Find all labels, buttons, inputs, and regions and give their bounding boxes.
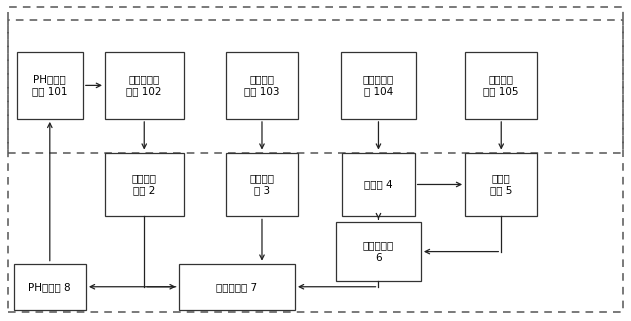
Text: 流速控制
模块 105: 流速控制 模块 105 — [483, 74, 519, 97]
FancyBboxPatch shape — [336, 222, 421, 281]
FancyBboxPatch shape — [14, 264, 86, 310]
FancyBboxPatch shape — [341, 52, 416, 119]
FancyBboxPatch shape — [105, 52, 184, 119]
FancyBboxPatch shape — [226, 52, 298, 119]
FancyBboxPatch shape — [465, 152, 538, 216]
Text: 流速控
制阀 5: 流速控 制阀 5 — [490, 173, 512, 196]
Text: 液体存储罐
6: 液体存储罐 6 — [363, 240, 394, 263]
FancyBboxPatch shape — [465, 52, 538, 119]
Text: 中和反应罐 7: 中和反应罐 7 — [216, 282, 257, 292]
FancyBboxPatch shape — [226, 152, 298, 216]
Text: 混合搅拌
器 3: 混合搅拌 器 3 — [249, 173, 274, 196]
FancyBboxPatch shape — [342, 152, 415, 216]
Text: 搅拌控制
模块 103: 搅拌控制 模块 103 — [244, 74, 280, 97]
Text: 加热控制模
块 104: 加热控制模 块 104 — [363, 74, 394, 97]
FancyBboxPatch shape — [179, 264, 295, 310]
Text: PH测量仪 8: PH测量仪 8 — [28, 282, 71, 292]
Text: 超声波发
生器 2: 超声波发 生器 2 — [132, 173, 156, 196]
FancyBboxPatch shape — [17, 52, 83, 119]
Text: PH值分析
模块 101: PH值分析 模块 101 — [32, 74, 68, 97]
FancyBboxPatch shape — [105, 152, 184, 216]
Text: 超声波控制
模块 102: 超声波控制 模块 102 — [126, 74, 162, 97]
Text: 加热器 4: 加热器 4 — [364, 179, 392, 189]
